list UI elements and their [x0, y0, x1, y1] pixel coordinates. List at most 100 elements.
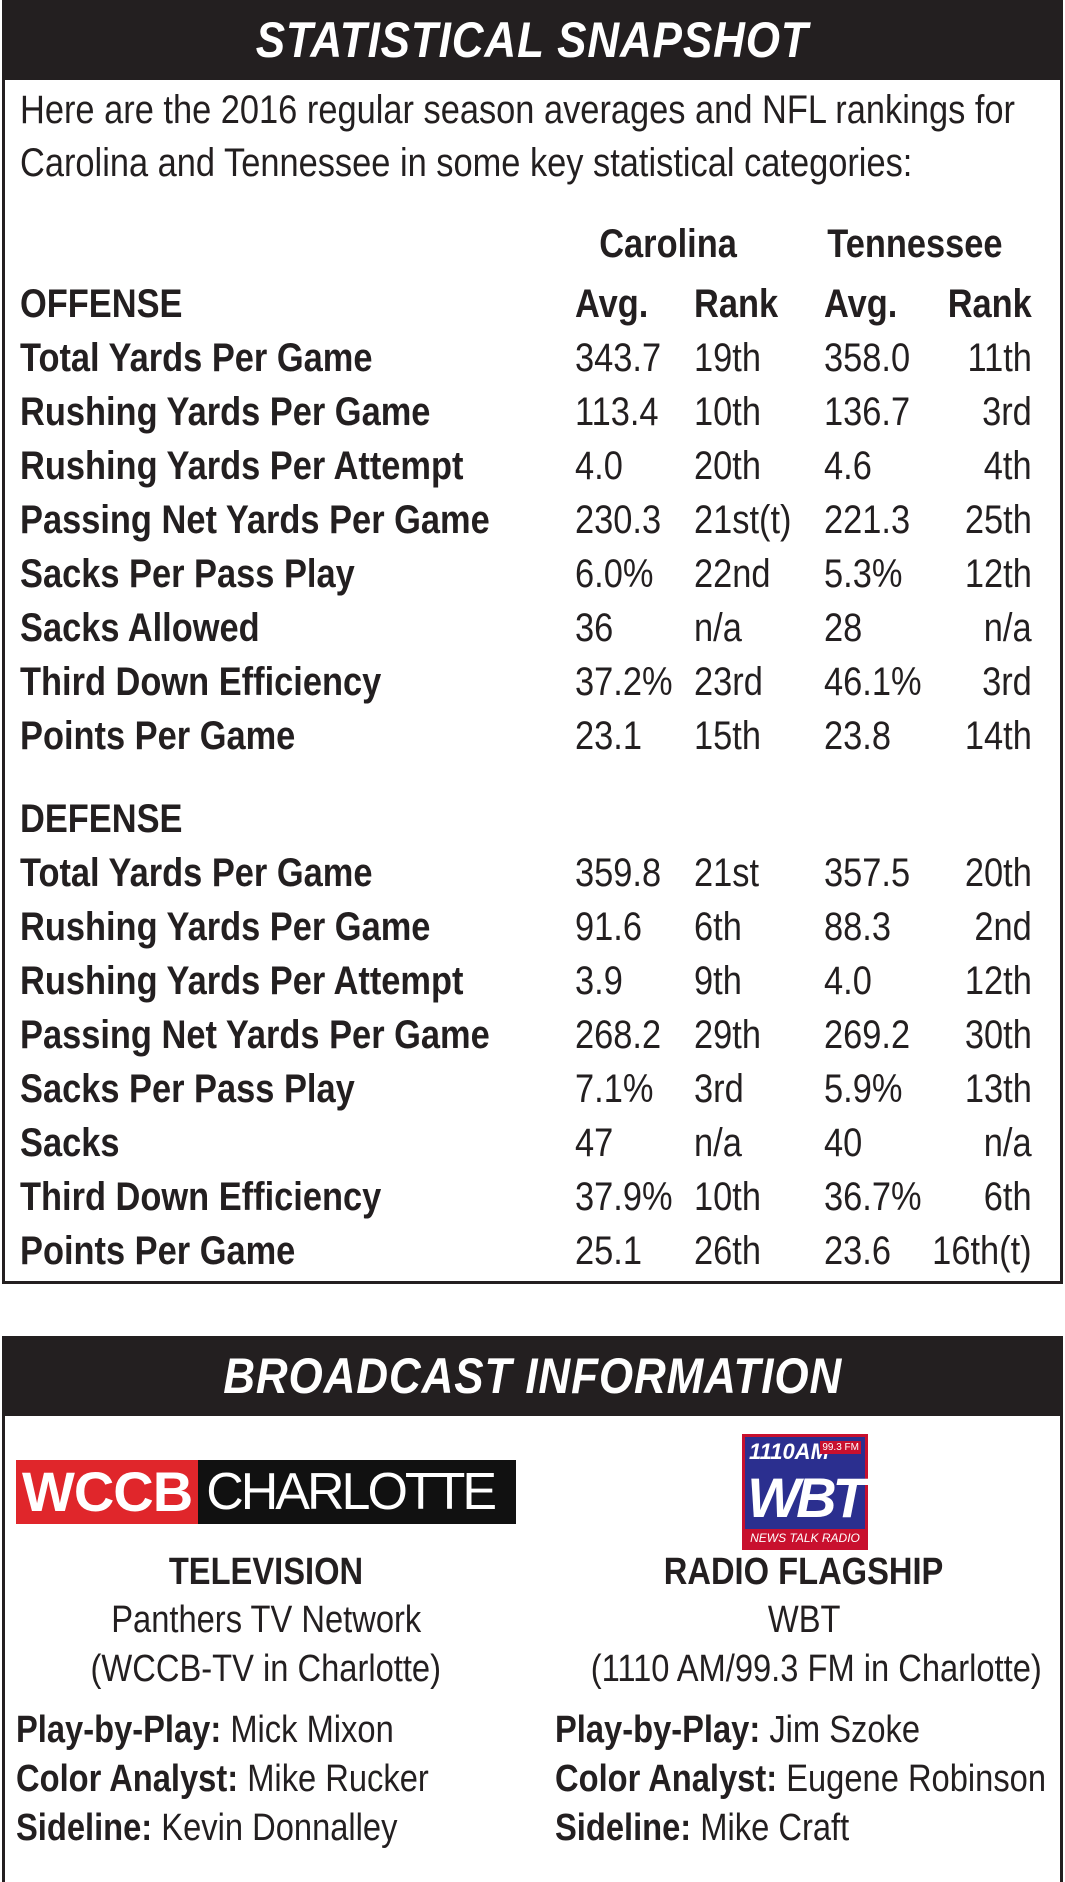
table-row: Points Per Game 25.1 26th 23.6 16th(t): [0, 1224, 1065, 1278]
tennessee-avg: 88.3: [824, 905, 891, 949]
intro-line-2: Carolina and Tennessee in some key stati…: [20, 141, 913, 185]
tennessee-avg: 5.3%: [824, 552, 903, 596]
carolina-avg: 359.8: [575, 851, 662, 895]
television-network: Panthers TV Network: [110, 1599, 421, 1641]
stat-label: Sacks: [20, 1121, 120, 1165]
table-row: Rushing Yards Per Attempt 4.0 20th 4.6 4th: [0, 439, 1065, 493]
tennessee-rank: 3rd: [982, 390, 1032, 434]
tennessee-rank: 11th: [967, 336, 1032, 380]
credit-role: Color Analyst:: [16, 1758, 239, 1800]
tennessee-rank-header: Rank: [947, 282, 1032, 326]
stat-label: Third Down Efficiency: [20, 1175, 382, 1219]
tennessee-avg: 136.7: [824, 390, 911, 434]
carolina-rank: 6th: [694, 905, 742, 949]
intro-line-1: Here are the 2016 regular season average…: [20, 88, 1016, 132]
credit-line: Color Analyst: Eugene Robinson: [555, 1755, 1065, 1803]
radio-info: RADIO FLAGSHIP WBT (1110 AM/99.3 FM in C…: [554, 1548, 1054, 1694]
tennessee-rank: n/a: [984, 1121, 1032, 1165]
table-row: Rushing Yards Per Game 113.4 10th 136.7 3rd: [0, 385, 1065, 439]
defense-heading: DEFENSE: [20, 797, 183, 841]
statistical-snapshot-banner: STATISTICAL SNAPSHOT: [2, 0, 1063, 80]
tennessee-avg: 40: [824, 1121, 863, 1165]
carolina-avg: 23.1: [575, 714, 642, 758]
table-row: Third Down Efficiency 37.2% 23rd 46.1% 3rd: [0, 655, 1065, 709]
table-row: Points Per Game 23.1 15th 23.8 14th: [0, 709, 1065, 763]
stat-label: Sacks Allowed: [20, 606, 260, 650]
tennessee-avg: 28: [824, 606, 863, 650]
credit-name: Kevin Donnalley: [161, 1807, 398, 1849]
stat-label: Sacks Per Pass Play: [20, 1067, 355, 1111]
broadcast-information-title: BROADCAST INFORMATION: [223, 1348, 842, 1404]
defense-header-row: DEFENSE: [0, 792, 1065, 846]
carolina-rank: 26th: [694, 1229, 761, 1273]
table-row: Total Yards Per Game 343.7 19th 358.0 11th: [0, 331, 1065, 385]
tennessee-rank: 6th: [984, 1175, 1032, 1219]
tennessee-rank: 14th: [965, 714, 1032, 758]
tennessee-rank: 4th: [984, 444, 1032, 488]
table-row: Third Down Efficiency 37.9% 10th 36.7% 6th: [0, 1170, 1065, 1224]
tennessee-rank: 12th: [965, 552, 1032, 596]
radio-frequency: (1110 AM/99.3 FM in Charlotte): [590, 1648, 1042, 1690]
carolina-avg: 268.2: [575, 1013, 662, 1057]
credit-line: Play-by-Play: Mick Mixon: [16, 1706, 455, 1754]
wccb-charlotte-logo: WCCB CHARLOTTE: [16, 1460, 516, 1524]
table-row: Sacks Allowed 36 n/a 28 n/a: [0, 601, 1065, 655]
credit-line: Sideline: Kevin Donnalley: [16, 1804, 460, 1852]
carolina-rank: 20th: [694, 444, 761, 488]
table-row: Total Yards Per Game 359.8 21st 357.5 20th: [0, 846, 1065, 900]
tennessee-rank: n/a: [984, 606, 1032, 650]
table-row: Passing Net Yards Per Game 268.2 29th 269.2…: [0, 1008, 1065, 1062]
carolina-rank: 21st(t): [694, 498, 792, 542]
tennessee-rank: 30th: [965, 1013, 1032, 1057]
carolina-avg: 47: [575, 1121, 614, 1165]
carolina-avg: 37.9%: [575, 1175, 673, 1219]
stat-label: Rushing Yards Per Game: [20, 905, 431, 949]
credit-role: Sideline:: [555, 1807, 692, 1849]
broadcast-information-banner: BROADCAST INFORMATION: [2, 1336, 1063, 1416]
table-row: Sacks 47 n/a 40 n/a: [0, 1116, 1065, 1170]
credit-role: Play-by-Play:: [16, 1709, 222, 1751]
credit-role: Play-by-Play:: [555, 1709, 761, 1751]
tennessee-rank: 25th: [965, 498, 1032, 542]
wbt-radio-logo: 1110AM 99.3 FM WBT NEWS TALK RADIO: [742, 1434, 868, 1550]
carolina-avg: 6.0%: [575, 552, 654, 596]
tennessee-rank: 12th: [965, 959, 1032, 1003]
television-heading: TELEVISION: [168, 1551, 364, 1593]
stat-label: Rushing Yards Per Attempt: [20, 959, 464, 1003]
team-header-carolina: Carolina: [599, 222, 737, 266]
carolina-rank: 23rd: [694, 660, 763, 704]
stat-label: Points Per Game: [20, 714, 296, 758]
carolina-rank: 9th: [694, 959, 742, 1003]
tennessee-avg: 357.5: [824, 851, 911, 895]
intro-text: Here are the 2016 regular season average…: [20, 84, 1060, 190]
table-row: Passing Net Yards Per Game 230.3 21st(t) 22…: [0, 493, 1065, 547]
carolina-rank: 21st: [694, 851, 760, 895]
carolina-avg: 230.3: [575, 498, 662, 542]
credit-name: Eugene Robinson: [786, 1758, 1047, 1800]
tennessee-avg: 5.9%: [824, 1067, 903, 1111]
stat-label: Passing Net Yards Per Game: [20, 1013, 490, 1057]
tennessee-rank: 2nd: [974, 905, 1032, 949]
carolina-avg: 343.7: [575, 336, 662, 380]
carolina-avg: 91.6: [575, 905, 642, 949]
tennessee-avg: 269.2: [824, 1013, 911, 1057]
stat-label: Rushing Yards Per Attempt: [20, 444, 464, 488]
table-row: Sacks Per Pass Play 6.0% 22nd 5.3% 12th: [0, 547, 1065, 601]
carolina-rank: 3rd: [694, 1067, 744, 1111]
tennessee-avg-header: Avg.: [824, 282, 898, 326]
tennessee-avg: 358.0: [824, 336, 911, 380]
credit-name: Mike Rucker: [247, 1758, 429, 1800]
television-info: TELEVISION Panthers TV Network (WCCB-TV …: [16, 1548, 516, 1694]
table-row: Sacks Per Pass Play 7.1% 3rd 5.9% 13th: [0, 1062, 1065, 1116]
stat-label: Total Yards Per Game: [20, 336, 373, 380]
team-header-tennessee: Tennessee: [827, 222, 1003, 266]
tennessee-rank: 3rd: [982, 660, 1032, 704]
credit-role: Sideline:: [16, 1807, 153, 1849]
carolina-rank: 19th: [694, 336, 761, 380]
broadcast-panel: [2, 1412, 1063, 1882]
stat-label: Passing Net Yards Per Game: [20, 498, 490, 542]
credit-role: Color Analyst:: [555, 1758, 778, 1800]
table-row: Rushing Yards Per Game 91.6 6th 88.3 2nd: [0, 900, 1065, 954]
tennessee-avg: 221.3: [824, 498, 911, 542]
radio-heading: RADIO FLAGSHIP: [664, 1551, 944, 1593]
